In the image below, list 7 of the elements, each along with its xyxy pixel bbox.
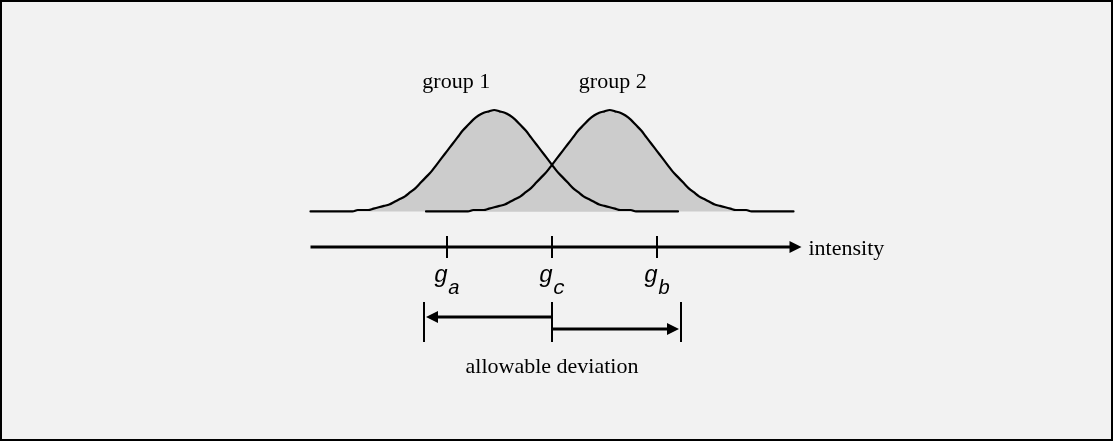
- x-axis-title: intensity: [808, 235, 885, 260]
- x-tick-label: g$_{a}$: [433, 262, 461, 300]
- x-tick-label: g$_{b}$: [643, 262, 671, 300]
- series-label: group 1: [422, 68, 491, 93]
- text: allowable deviation: [465, 353, 639, 378]
- x-tick-label: g$_{c}$: [538, 262, 566, 300]
- series-label: group 2: [578, 68, 647, 93]
